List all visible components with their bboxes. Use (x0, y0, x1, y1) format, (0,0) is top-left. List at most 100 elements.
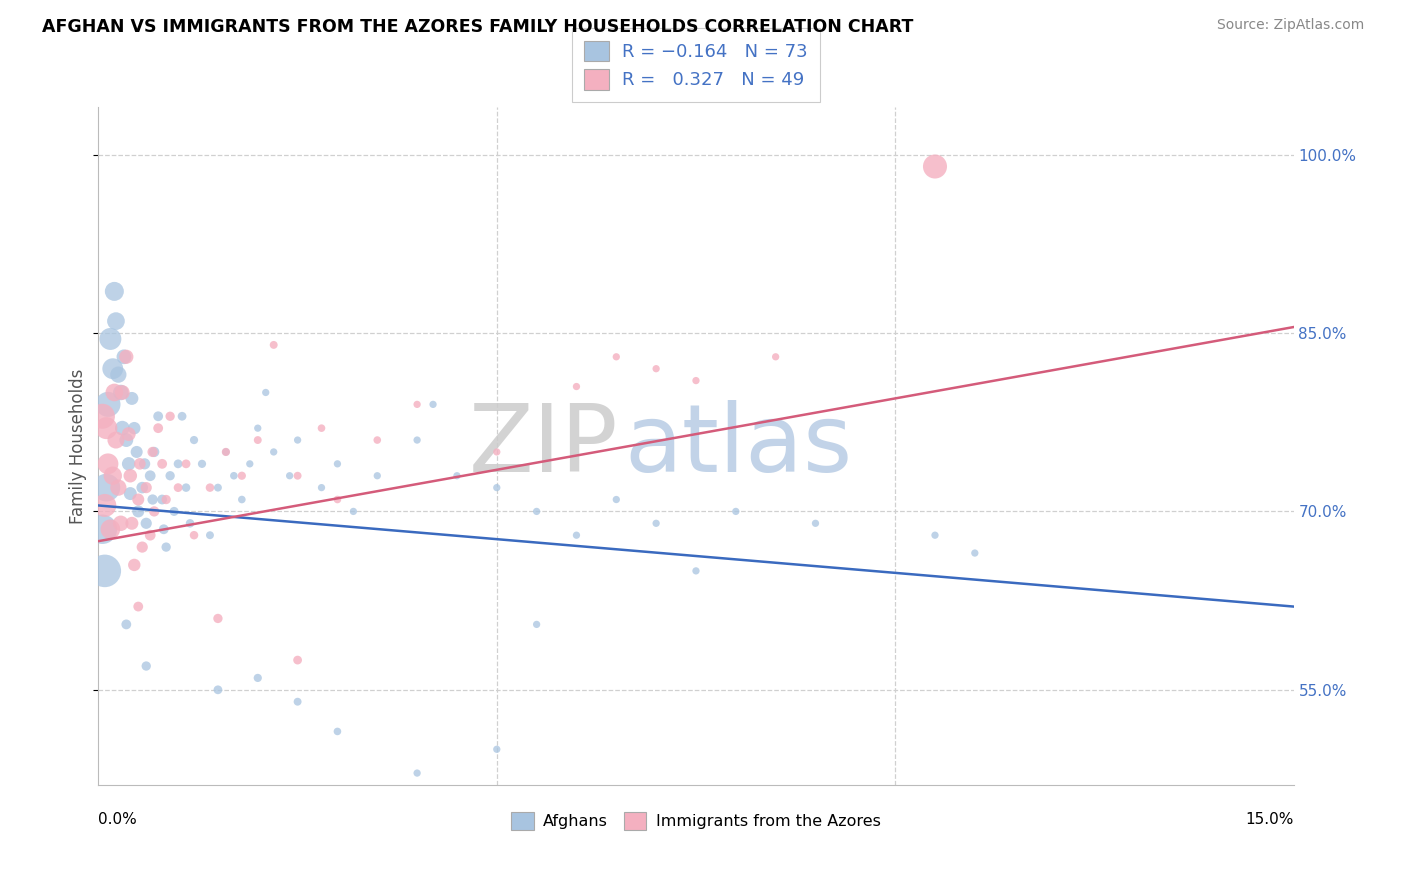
Point (120, 486, 142, 500)
Point (127, 504, 149, 518)
Point (167, 481, 190, 495)
Point (231, 492, 253, 507)
Point (118, 457, 141, 471)
Point (124, 421, 146, 435)
Point (231, 468, 253, 483)
Point (131, 481, 153, 495)
Point (263, 445, 285, 459)
Point (107, 368, 129, 382)
Point (326, 724, 349, 739)
Point (103, 285, 125, 299)
Point (110, 516, 132, 531)
Point (191, 457, 214, 471)
Point (326, 492, 349, 507)
Point (685, 374, 707, 388)
Point (406, 397, 429, 411)
Text: atlas: atlas (624, 400, 852, 492)
Point (278, 468, 301, 483)
Point (94, 564, 117, 578)
Point (246, 671, 269, 685)
Point (131, 540, 153, 554)
Point (120, 468, 142, 483)
Point (104, 314, 127, 328)
Point (366, 468, 388, 483)
Point (155, 492, 177, 507)
Point (148, 421, 170, 435)
Point (135, 516, 157, 531)
Point (963, 546, 986, 560)
Point (121, 516, 143, 531)
Text: AFGHAN VS IMMIGRANTS FROM THE AZORES FAMILY HOUSEHOLDS CORRELATION CHART: AFGHAN VS IMMIGRANTS FROM THE AZORES FAM… (42, 18, 914, 36)
Point (685, 564, 707, 578)
Point (121, 392, 143, 406)
Legend: Afghans, Immigrants from the Azores: Afghans, Immigrants from the Azores (503, 804, 889, 838)
Point (207, 481, 229, 495)
Point (485, 445, 508, 459)
Point (406, 433, 429, 447)
Point (163, 504, 186, 518)
Point (139, 468, 162, 483)
Point (215, 445, 238, 459)
Point (605, 350, 627, 364)
Point (183, 433, 205, 447)
Point (152, 522, 174, 536)
Point (127, 492, 149, 507)
Point (148, 409, 170, 424)
Point (159, 468, 181, 483)
Point (104, 433, 127, 447)
Point (645, 516, 668, 531)
Point (263, 338, 285, 352)
Point (112, 350, 135, 364)
Point (128, 457, 150, 471)
Point (198, 528, 221, 542)
Point (98, 522, 122, 536)
Point (565, 528, 588, 542)
Text: ZIP: ZIP (468, 400, 619, 492)
Point (183, 528, 205, 542)
Point (91, 409, 114, 424)
Point (605, 492, 627, 507)
Point (110, 385, 132, 400)
Point (96, 481, 118, 495)
Point (804, 516, 827, 531)
Point (342, 504, 364, 518)
Point (366, 433, 388, 447)
Point (124, 558, 146, 572)
Point (142, 445, 165, 459)
Point (765, 350, 787, 364)
Point (103, 385, 125, 400)
Point (446, 468, 468, 483)
Point (150, 492, 173, 507)
Y-axis label: Family Households: Family Households (69, 368, 87, 524)
Point (143, 504, 166, 518)
Point (127, 599, 149, 614)
Point (724, 504, 747, 518)
Point (115, 350, 138, 364)
Point (326, 457, 349, 471)
Text: Source: ZipAtlas.com: Source: ZipAtlas.com (1216, 18, 1364, 32)
Point (91, 522, 114, 536)
Point (111, 385, 134, 400)
Point (198, 481, 221, 495)
Point (143, 445, 166, 459)
Point (239, 457, 262, 471)
Point (645, 361, 668, 376)
Point (97, 457, 120, 471)
Point (172, 409, 194, 424)
Point (150, 457, 173, 471)
Point (115, 433, 138, 447)
Text: 15.0%: 15.0% (1246, 812, 1294, 827)
Point (287, 695, 309, 709)
Point (97, 397, 120, 411)
Point (924, 160, 946, 174)
Point (159, 409, 181, 424)
Point (222, 468, 245, 483)
Point (311, 421, 333, 435)
Point (207, 682, 229, 697)
Point (287, 468, 309, 483)
Point (485, 742, 508, 756)
Point (406, 766, 429, 780)
Point (254, 385, 277, 400)
Point (167, 457, 190, 471)
Point (207, 611, 229, 625)
